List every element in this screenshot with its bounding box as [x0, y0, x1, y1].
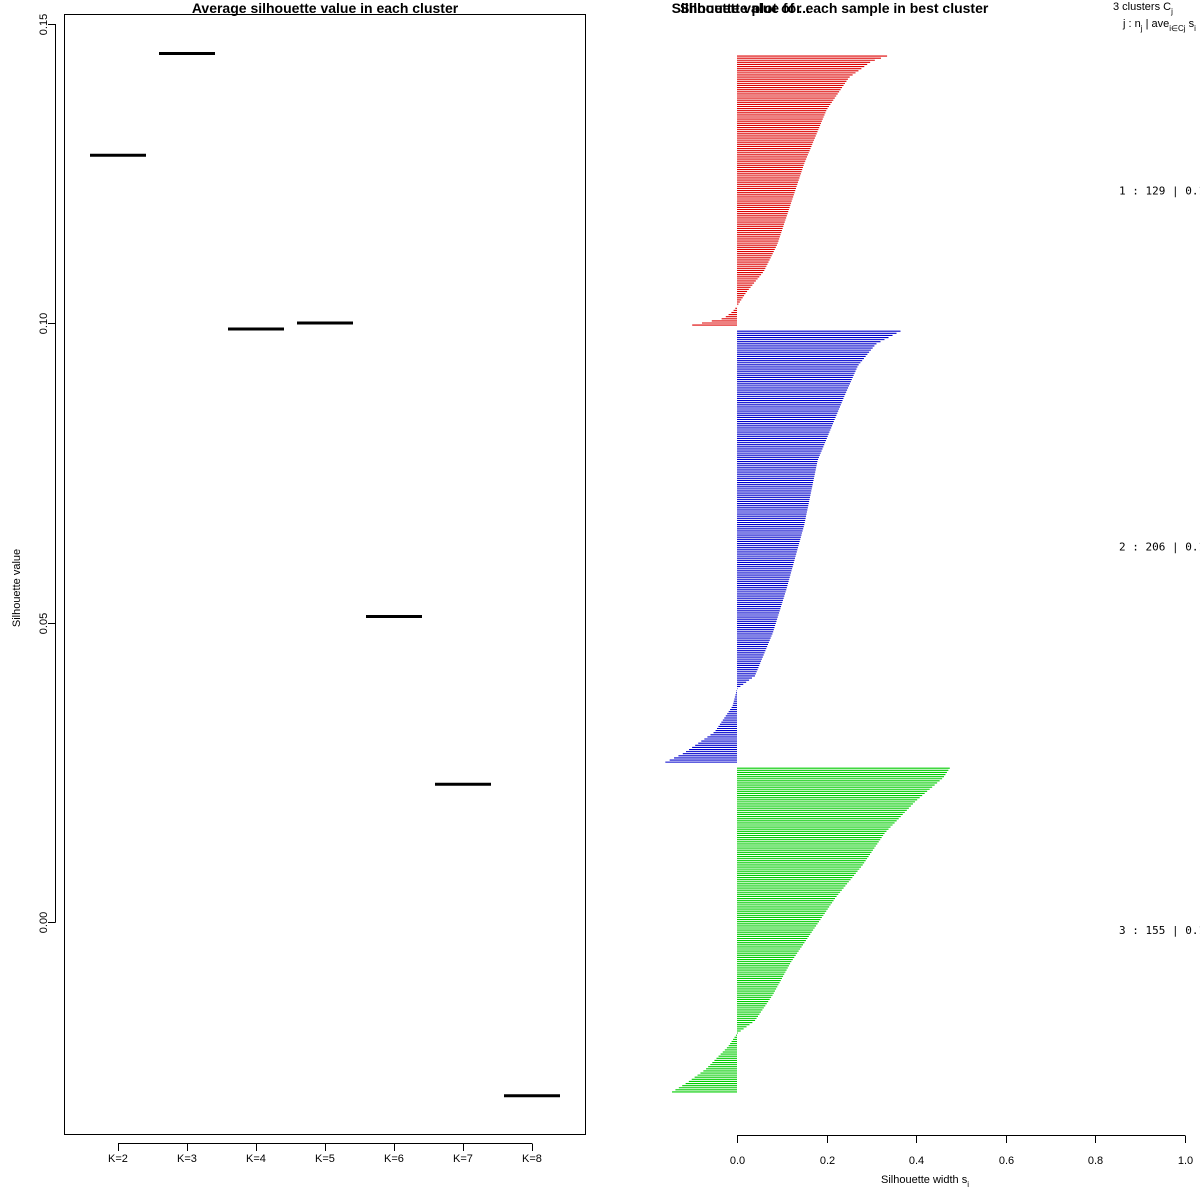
- right-chart-title: Silhouette value for each sample in best…: [672, 0, 989, 16]
- left-y-axis: 0.00 0.05 0.10 0.15: [38, 14, 56, 933]
- silhouette-bars: [665, 55, 950, 1093]
- left-x-tick-label: K=2: [108, 1153, 128, 1165]
- right-x-tick-label: 0.0: [730, 1155, 745, 1167]
- left-x-axis: K=2 K=3 K=4 K=5 K=6 K=7 K=8: [108, 1143, 542, 1165]
- left-chart-title: Average silhouette value in each cluster: [192, 0, 459, 16]
- right-x-tick-label: 1.0: [1178, 1155, 1193, 1167]
- left-y-tick-label: 0.10: [38, 313, 50, 334]
- cluster-labels: 1 : 129 | 0.13 2 : 206 | 0.12 3 : 155 | 0.…: [1119, 185, 1200, 937]
- cluster-summary-label: 2 : 206 | 0.12: [1119, 541, 1200, 554]
- right-x-tick-label: 0.4: [909, 1155, 924, 1167]
- right-panel: Silhouette plot of ... Silhouette value …: [665, 0, 1200, 1189]
- right-x-tick-label: 0.8: [1088, 1155, 1103, 1167]
- left-y-tick-label: 0.00: [38, 912, 50, 933]
- cluster-header: 3 clusters Cj j : nj | avei∈Cj si: [1113, 1, 1196, 33]
- left-panel: Average silhouette value in each cluster…: [11, 0, 586, 1165]
- right-x-axis: 0.0 0.2 0.4 0.6 0.8 1.0: [730, 1135, 1193, 1167]
- left-x-tick-label: K=3: [177, 1153, 197, 1165]
- header-line2: j : nj | avei∈Cj si: [1122, 18, 1196, 33]
- right-x-tick-label: 0.2: [820, 1155, 835, 1167]
- left-x-tick-label: K=8: [522, 1153, 542, 1165]
- left-x-tick-label: K=4: [246, 1153, 266, 1165]
- right-x-tick-label: 0.6: [999, 1155, 1014, 1167]
- left-marks: [90, 51, 560, 1098]
- left-y-tick-label: 0.05: [38, 613, 50, 634]
- cluster-summary-label: 1 : 129 | 0.13: [1119, 185, 1200, 198]
- left-x-tick-label: K=5: [315, 1153, 335, 1165]
- left-y-tick-label: 0.15: [38, 14, 50, 35]
- right-x-axis-label: Silhouette width si: [881, 1174, 969, 1189]
- cluster-summary-label: 3 : 155 | 0.19: [1119, 924, 1200, 937]
- right-title-overlap-text: Silhouette plot of ...: [680, 0, 810, 16]
- header-line1: 3 clusters Cj: [1113, 1, 1173, 16]
- left-plot-box: [64, 14, 586, 1135]
- left-x-tick-label: K=7: [453, 1153, 473, 1165]
- left-y-axis-label: Silhouette value: [11, 549, 23, 627]
- left-x-tick-label: K=6: [384, 1153, 404, 1165]
